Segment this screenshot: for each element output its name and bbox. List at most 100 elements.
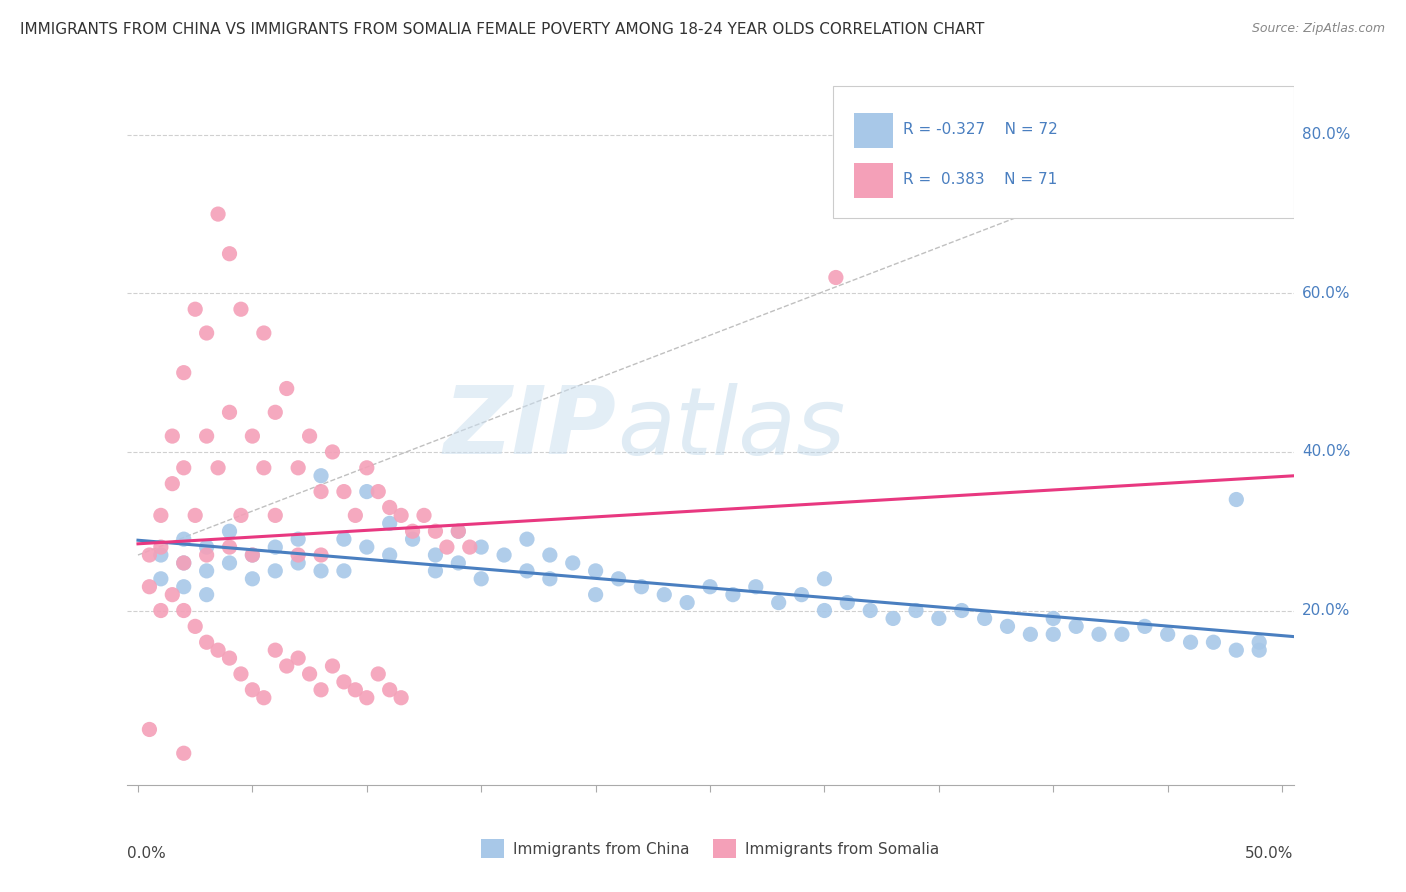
Point	[149, 548, 172, 562]
Point	[253, 690, 276, 705]
Point	[218, 651, 240, 665]
Point	[184, 508, 207, 523]
Point	[173, 366, 195, 380]
Point	[195, 326, 218, 340]
Point	[585, 564, 607, 578]
Point	[333, 674, 356, 689]
Point	[195, 429, 218, 443]
Point	[287, 460, 309, 475]
Point	[721, 588, 744, 602]
Point	[413, 508, 436, 523]
Point	[309, 682, 332, 697]
Point	[207, 460, 229, 475]
Legend: Immigrants from China, Immigrants from Somalia: Immigrants from China, Immigrants from S…	[468, 827, 952, 870]
Point	[333, 484, 356, 499]
Point	[859, 603, 882, 617]
Point	[184, 619, 207, 633]
Point	[229, 508, 252, 523]
Point	[309, 468, 332, 483]
Point	[287, 548, 309, 562]
Point	[264, 405, 287, 419]
FancyBboxPatch shape	[853, 162, 893, 198]
Text: 20.0%: 20.0%	[1302, 603, 1350, 618]
Point	[218, 246, 240, 260]
Point	[516, 532, 538, 546]
Point	[1249, 635, 1271, 649]
Text: R = -0.327    N = 72: R = -0.327 N = 72	[903, 122, 1057, 137]
Point	[298, 429, 321, 443]
Point	[218, 540, 240, 554]
Point	[1088, 627, 1111, 641]
Point	[458, 540, 481, 554]
Point	[367, 667, 389, 681]
Point	[447, 524, 470, 539]
Point	[242, 682, 264, 697]
Point	[229, 667, 252, 681]
Text: ZIP: ZIP	[444, 382, 617, 475]
Point	[276, 382, 298, 396]
Point	[837, 596, 859, 610]
Point	[149, 603, 172, 617]
Point	[333, 532, 356, 546]
Point	[607, 572, 630, 586]
Point	[344, 508, 367, 523]
Point	[1042, 611, 1064, 625]
Point	[950, 603, 973, 617]
Point	[904, 603, 927, 617]
Point	[218, 556, 240, 570]
Point	[676, 596, 699, 610]
Point	[264, 643, 287, 657]
Text: Source: ZipAtlas.com: Source: ZipAtlas.com	[1251, 22, 1385, 36]
Point	[997, 619, 1019, 633]
Point	[652, 588, 675, 602]
Point	[149, 572, 172, 586]
Point	[470, 540, 492, 554]
Point	[1156, 627, 1178, 641]
Point	[436, 540, 458, 554]
Point	[276, 659, 298, 673]
Text: 0.0%: 0.0%	[127, 846, 166, 861]
Point	[173, 460, 195, 475]
Point	[287, 556, 309, 570]
Point	[218, 524, 240, 539]
Point	[162, 429, 184, 443]
Point	[207, 643, 229, 657]
Point	[138, 548, 160, 562]
Point	[173, 556, 195, 570]
Point	[287, 532, 309, 546]
Point	[356, 484, 378, 499]
Point	[790, 588, 813, 602]
Point	[1064, 619, 1087, 633]
Point	[389, 690, 412, 705]
Text: IMMIGRANTS FROM CHINA VS IMMIGRANTS FROM SOMALIA FEMALE POVERTY AMONG 18-24 YEAR: IMMIGRANTS FROM CHINA VS IMMIGRANTS FROM…	[20, 22, 984, 37]
Point	[1042, 627, 1064, 641]
Point	[162, 588, 184, 602]
Point	[1225, 492, 1247, 507]
Point	[264, 508, 287, 523]
Text: 80.0%: 80.0%	[1302, 128, 1350, 143]
Point	[344, 682, 367, 697]
Point	[378, 682, 401, 697]
Point	[813, 572, 835, 586]
Point	[561, 556, 583, 570]
Point	[928, 611, 950, 625]
Point	[389, 508, 412, 523]
Point	[173, 532, 195, 546]
Point	[253, 326, 276, 340]
Point	[309, 484, 332, 499]
Point	[813, 603, 835, 617]
Point	[264, 564, 287, 578]
Point	[173, 580, 195, 594]
Point	[494, 548, 516, 562]
Point	[333, 564, 356, 578]
Point	[401, 532, 423, 546]
Point	[321, 659, 343, 673]
Point	[309, 548, 332, 562]
Point	[378, 500, 401, 515]
Point	[242, 429, 264, 443]
Point	[242, 548, 264, 562]
Point	[264, 540, 287, 554]
Point	[825, 270, 848, 285]
FancyBboxPatch shape	[853, 112, 893, 148]
Text: 60.0%: 60.0%	[1302, 285, 1350, 301]
